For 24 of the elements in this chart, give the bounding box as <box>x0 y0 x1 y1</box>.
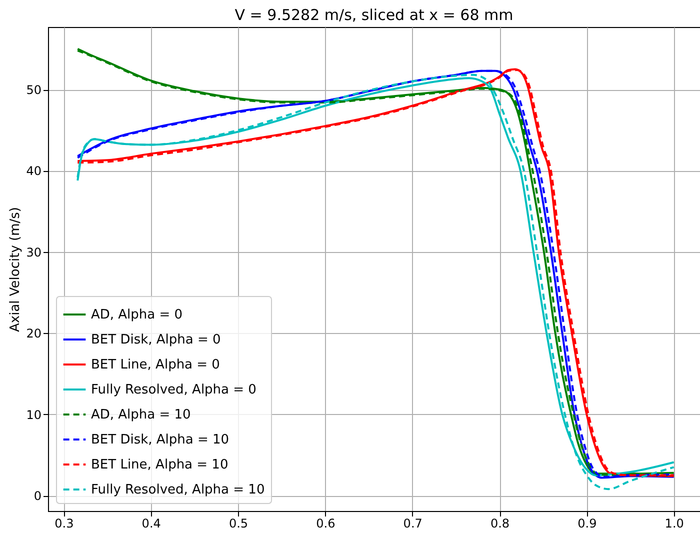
legend-label: BET Disk, Alpha = 0 <box>91 332 221 348</box>
x-tick-label: 0.3 <box>54 516 74 530</box>
legend-label: Fully Resolved, Alpha = 10 <box>91 482 265 498</box>
x-tick-label: 0.6 <box>316 516 336 530</box>
legend-label: AD, Alpha = 10 <box>91 408 191 422</box>
y-axis-title: Axial Velocity (m/s) <box>8 207 24 332</box>
y-tick-label: 10 <box>26 408 42 422</box>
x-tick-label: 0.4 <box>142 516 161 530</box>
legend-label: Fully Resolved, Alpha = 0 <box>91 382 256 398</box>
y-tick-label: 20 <box>26 326 42 341</box>
x-tick-label: 1.0 <box>664 516 684 530</box>
legend-label: AD, Alpha = 0 <box>91 308 183 322</box>
chart-title: V = 9.5282 m/s, sliced at x = 68 mm <box>234 6 514 24</box>
y-tick-label: 30 <box>26 245 42 260</box>
y-tick-label: 0 <box>34 489 42 504</box>
x-tick-label: 0.7 <box>403 516 422 530</box>
y-tick-label: 50 <box>26 83 42 98</box>
x-tick-label: 0.9 <box>578 516 597 530</box>
legend-label: BET Line, Alpha = 0 <box>91 358 220 372</box>
legend-label: BET Line, Alpha = 10 <box>91 458 228 472</box>
y-tick-label: 40 <box>26 164 42 178</box>
legend-label: BET Disk, Alpha = 10 <box>91 432 230 448</box>
x-tick-label: 0.5 <box>228 516 248 530</box>
x-tick-label: 0.8 <box>490 516 510 530</box>
